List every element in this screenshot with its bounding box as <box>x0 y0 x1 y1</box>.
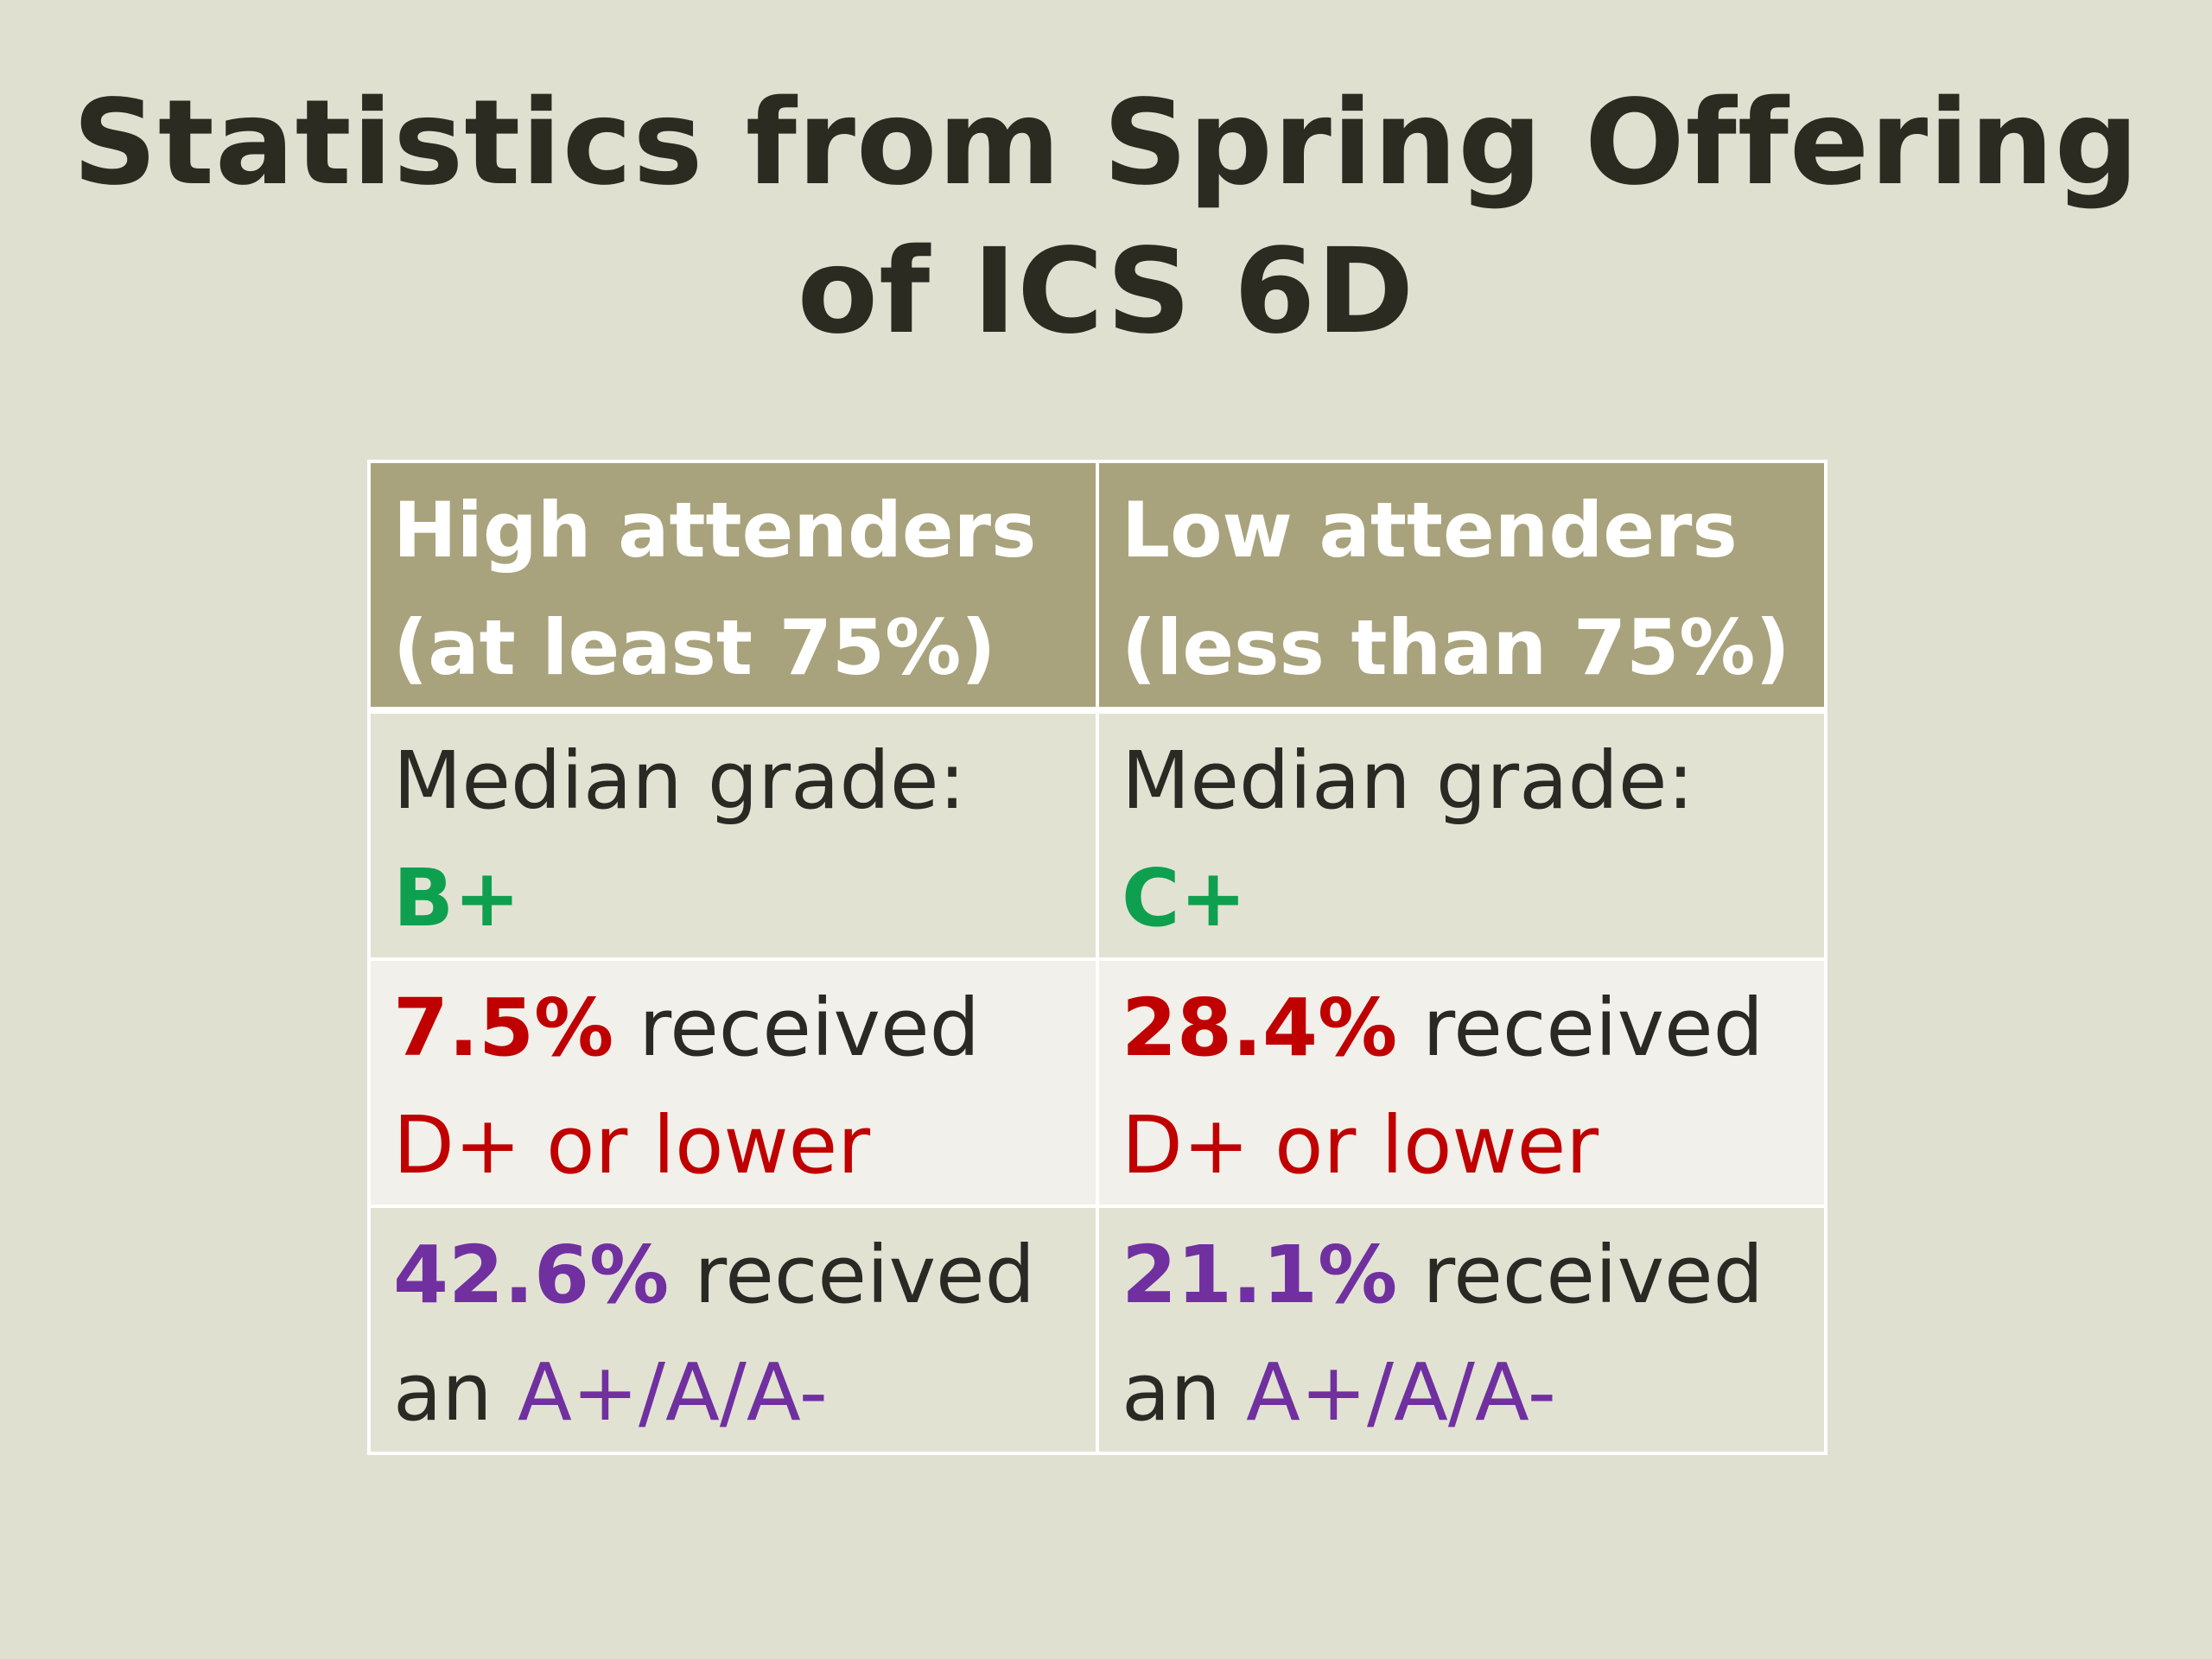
header-high-attenders-line-2: (at least 75%) <box>393 603 996 692</box>
slide-title: Statistics from Spring Offering of ICS 6… <box>0 69 2212 366</box>
received-text: received <box>1397 1229 1764 1321</box>
header-high-attenders-line-1: High attenders <box>393 486 1037 575</box>
median-grade-cell-high: Median grade: B+ <box>367 709 1099 961</box>
median-grade-label: Median grade: <box>393 734 966 827</box>
low-grade-percent: 28.4% <box>1122 982 1398 1074</box>
header-high-attenders: High attenders (at least 75%) <box>367 460 1099 714</box>
median-grade-value: C+ <box>1122 852 1247 944</box>
table-header-row: High attenders (at least 75%) Low attend… <box>367 460 1827 714</box>
header-low-attenders-line-1: Low attenders <box>1122 486 1738 575</box>
high-grade-row: 42.6% received an A+/A/A- 21.1% received… <box>367 1205 1827 1455</box>
low-grade-cell-high: 7.5% received D+ or lower <box>367 957 1099 1208</box>
median-grade-cell-low: Median grade: C+ <box>1096 709 1827 961</box>
high-grade-percent: 21.1% <box>1122 1229 1398 1321</box>
low-grade-cell-low: 28.4% received D+ or lower <box>1096 957 1827 1208</box>
low-grade-percent: 7.5% <box>393 982 614 1074</box>
low-grade-outcome: D+ or lower <box>393 1099 871 1192</box>
received-text: received <box>613 982 980 1074</box>
median-grade-row: Median grade: B+ Median grade: C+ <box>367 709 1827 961</box>
high-grade-outcome: A+/A/A- <box>1245 1346 1556 1439</box>
article-text: an <box>1122 1346 1246 1439</box>
received-text: received <box>669 1229 1036 1321</box>
high-grade-cell-low: 21.1% received an A+/A/A- <box>1096 1205 1827 1455</box>
slide-title-line-2: of ICS 6D <box>797 224 1415 360</box>
median-grade-label: Median grade: <box>1122 734 1694 827</box>
low-grade-row: 7.5% received D+ or lower 28.4% received… <box>367 957 1827 1208</box>
received-text: received <box>1397 982 1764 1074</box>
high-grade-percent: 42.6% <box>393 1229 670 1321</box>
low-grade-outcome: D+ or lower <box>1122 1099 1599 1192</box>
slide-title-line-1: Statistics from Spring Offering <box>72 75 2140 212</box>
high-grade-outcome: A+/A/A- <box>517 1346 828 1439</box>
header-low-attenders-line-2: (less than 75%) <box>1122 603 1790 692</box>
high-grade-cell-high: 42.6% received an A+/A/A- <box>367 1205 1099 1455</box>
median-grade-value: B+ <box>393 852 521 944</box>
article-text: an <box>393 1346 518 1439</box>
header-low-attenders: Low attenders (less than 75%) <box>1096 460 1827 714</box>
attendance-stats-table: High attenders (at least 75%) Low attend… <box>367 460 1827 1455</box>
